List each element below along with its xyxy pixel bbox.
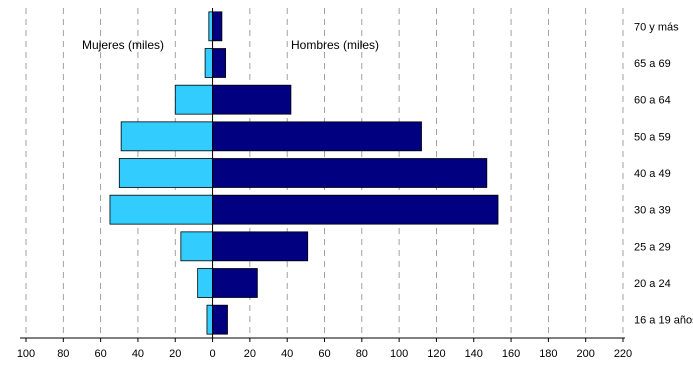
bar-mujeres bbox=[120, 121, 213, 152]
category-label: 40 a 49 bbox=[634, 168, 671, 180]
bar-mujeres bbox=[118, 158, 213, 188]
bar-hombres bbox=[212, 11, 223, 42]
x-tick-label: 160 bbox=[502, 348, 520, 360]
x-tick-label: 120 bbox=[427, 348, 445, 360]
category-label: 30 a 39 bbox=[634, 205, 671, 217]
bars bbox=[109, 11, 499, 335]
x-tick-label: 20 bbox=[244, 348, 256, 360]
bar-hombres bbox=[212, 84, 292, 115]
category-label: 65 a 69 bbox=[634, 58, 671, 70]
bar-hombres bbox=[212, 48, 227, 78]
category-label: 16 a 19 años bbox=[634, 315, 693, 327]
bar-mujeres bbox=[204, 48, 213, 78]
bar-mujeres bbox=[206, 304, 213, 335]
series-labels: Mujeres (miles) Hombres (miles) bbox=[82, 38, 379, 52]
x-tick-label: 220 bbox=[614, 348, 632, 360]
category-label: 70 y más bbox=[634, 21, 679, 33]
x-tick-label: 180 bbox=[539, 348, 557, 360]
x-tick-label: 0 bbox=[210, 348, 216, 360]
bar-mujeres bbox=[208, 11, 213, 42]
x-tick-label: 80 bbox=[57, 348, 69, 360]
bar-mujeres bbox=[109, 194, 213, 225]
x-tick-label: 100 bbox=[17, 348, 35, 360]
category-label: 60 a 64 bbox=[634, 95, 671, 107]
bar-hombres bbox=[212, 158, 488, 188]
bar-mujeres bbox=[180, 231, 213, 262]
category-label: 20 a 24 bbox=[634, 278, 671, 290]
x-tick-label: 60 bbox=[318, 348, 330, 360]
x-tick-label: 100 bbox=[390, 348, 408, 360]
category-label: 50 a 59 bbox=[634, 131, 671, 143]
x-tick-label: 40 bbox=[132, 348, 144, 360]
bar-hombres bbox=[212, 231, 309, 262]
series-label-mujeres: Mujeres (miles) bbox=[82, 38, 164, 52]
x-tick-label: 200 bbox=[577, 348, 595, 360]
x-tick-label: 140 bbox=[465, 348, 483, 360]
x-tick-label: 20 bbox=[169, 348, 181, 360]
series-label-hombres: Hombres (miles) bbox=[291, 38, 379, 52]
x-tick-label: 40 bbox=[281, 348, 293, 360]
category-labels: 16 a 19 años 20 a 24 25 a 29 30 a 39 40 a 49… bbox=[634, 21, 693, 326]
bar-hombres bbox=[212, 194, 499, 225]
bar-hombres bbox=[212, 304, 228, 335]
bar-hombres bbox=[212, 268, 258, 298]
bar-hombres bbox=[212, 121, 422, 152]
bar-mujeres bbox=[197, 268, 213, 298]
bar-mujeres bbox=[174, 84, 213, 115]
category-label: 25 a 29 bbox=[634, 241, 671, 253]
x-tick-label: 60 bbox=[95, 348, 107, 360]
x-tick-label: 80 bbox=[356, 348, 368, 360]
x-axis: 100 80 60 40 20 0 20 40 60 80 100 120 140 160 180 200 22… bbox=[17, 8, 632, 360]
